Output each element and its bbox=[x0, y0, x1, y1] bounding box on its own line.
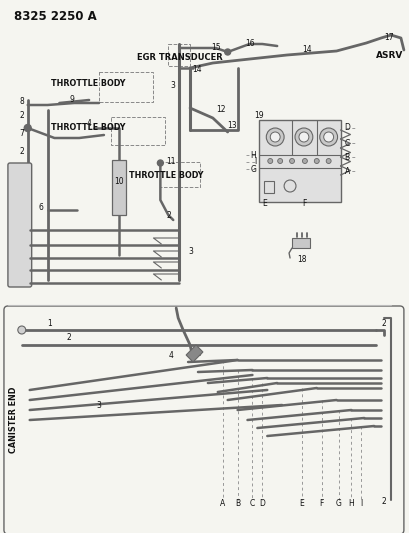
Text: 8325 2250 A: 8325 2250 A bbox=[14, 11, 97, 23]
Text: E: E bbox=[299, 498, 303, 507]
Bar bbox=[259, 120, 340, 202]
Text: 12: 12 bbox=[215, 106, 225, 115]
Text: 2: 2 bbox=[380, 319, 385, 328]
Text: B: B bbox=[234, 498, 240, 507]
Text: A: A bbox=[220, 498, 225, 507]
Polygon shape bbox=[186, 345, 202, 362]
Text: 4: 4 bbox=[168, 351, 173, 359]
Text: 19: 19 bbox=[254, 111, 263, 120]
Text: 17: 17 bbox=[383, 34, 393, 43]
Bar bbox=[112, 160, 126, 215]
Text: THROTTLE BODY: THROTTLE BODY bbox=[52, 78, 126, 87]
Text: ASRV: ASRV bbox=[375, 51, 402, 60]
Text: 10: 10 bbox=[114, 177, 123, 187]
Text: D: D bbox=[344, 124, 350, 133]
Text: G: G bbox=[250, 165, 256, 174]
Text: I: I bbox=[254, 157, 256, 166]
Text: 11: 11 bbox=[166, 157, 175, 166]
Text: 3: 3 bbox=[188, 247, 193, 256]
Text: I: I bbox=[360, 498, 362, 507]
Circle shape bbox=[270, 132, 279, 142]
Text: 3: 3 bbox=[170, 82, 175, 91]
Text: F: F bbox=[319, 498, 323, 507]
Circle shape bbox=[265, 128, 283, 146]
Text: G: G bbox=[335, 498, 341, 507]
Circle shape bbox=[302, 158, 307, 164]
Text: 15: 15 bbox=[211, 43, 220, 52]
Text: THROTTLE BODY: THROTTLE BODY bbox=[128, 171, 203, 180]
Circle shape bbox=[289, 158, 294, 164]
Text: 14: 14 bbox=[301, 45, 311, 54]
Text: EGR TRANSDUCER: EGR TRANSDUCER bbox=[136, 53, 222, 62]
Circle shape bbox=[24, 125, 31, 132]
FancyBboxPatch shape bbox=[8, 163, 31, 287]
Text: 2: 2 bbox=[67, 334, 72, 343]
Circle shape bbox=[298, 132, 308, 142]
Text: 2: 2 bbox=[380, 497, 385, 506]
Text: 14: 14 bbox=[191, 66, 201, 75]
Circle shape bbox=[294, 128, 312, 146]
Bar bbox=[264, 181, 274, 193]
Circle shape bbox=[267, 158, 272, 164]
Text: F: F bbox=[302, 198, 306, 207]
Text: 16: 16 bbox=[245, 39, 255, 49]
Text: 6: 6 bbox=[38, 203, 43, 212]
Text: 4: 4 bbox=[86, 119, 91, 128]
Text: 8: 8 bbox=[19, 98, 24, 107]
Text: E: E bbox=[261, 198, 266, 207]
Circle shape bbox=[224, 49, 230, 55]
Text: C: C bbox=[344, 139, 349, 148]
Text: 2: 2 bbox=[19, 110, 24, 119]
Text: 3: 3 bbox=[97, 400, 101, 409]
Circle shape bbox=[319, 128, 337, 146]
Circle shape bbox=[18, 326, 26, 334]
Text: 2: 2 bbox=[19, 148, 24, 157]
Circle shape bbox=[314, 158, 319, 164]
Text: C: C bbox=[249, 498, 254, 507]
Circle shape bbox=[326, 158, 330, 164]
Circle shape bbox=[277, 158, 282, 164]
Circle shape bbox=[157, 160, 163, 166]
Text: 5: 5 bbox=[196, 350, 200, 359]
Text: D: D bbox=[259, 498, 265, 507]
Text: CANISTER END: CANISTER END bbox=[9, 387, 18, 453]
Text: H: H bbox=[250, 150, 256, 159]
Text: 18: 18 bbox=[297, 255, 306, 264]
Text: B: B bbox=[344, 152, 349, 161]
Text: 1: 1 bbox=[47, 319, 52, 328]
Text: 2: 2 bbox=[166, 211, 171, 220]
Bar bbox=[291, 238, 309, 248]
Circle shape bbox=[323, 132, 333, 142]
Text: H: H bbox=[348, 498, 353, 507]
Text: 7: 7 bbox=[19, 128, 24, 138]
Text: 13: 13 bbox=[227, 122, 237, 131]
Text: A: A bbox=[344, 166, 349, 175]
Text: THROTTLE BODY: THROTTLE BODY bbox=[52, 124, 126, 133]
Text: 9: 9 bbox=[70, 94, 74, 103]
